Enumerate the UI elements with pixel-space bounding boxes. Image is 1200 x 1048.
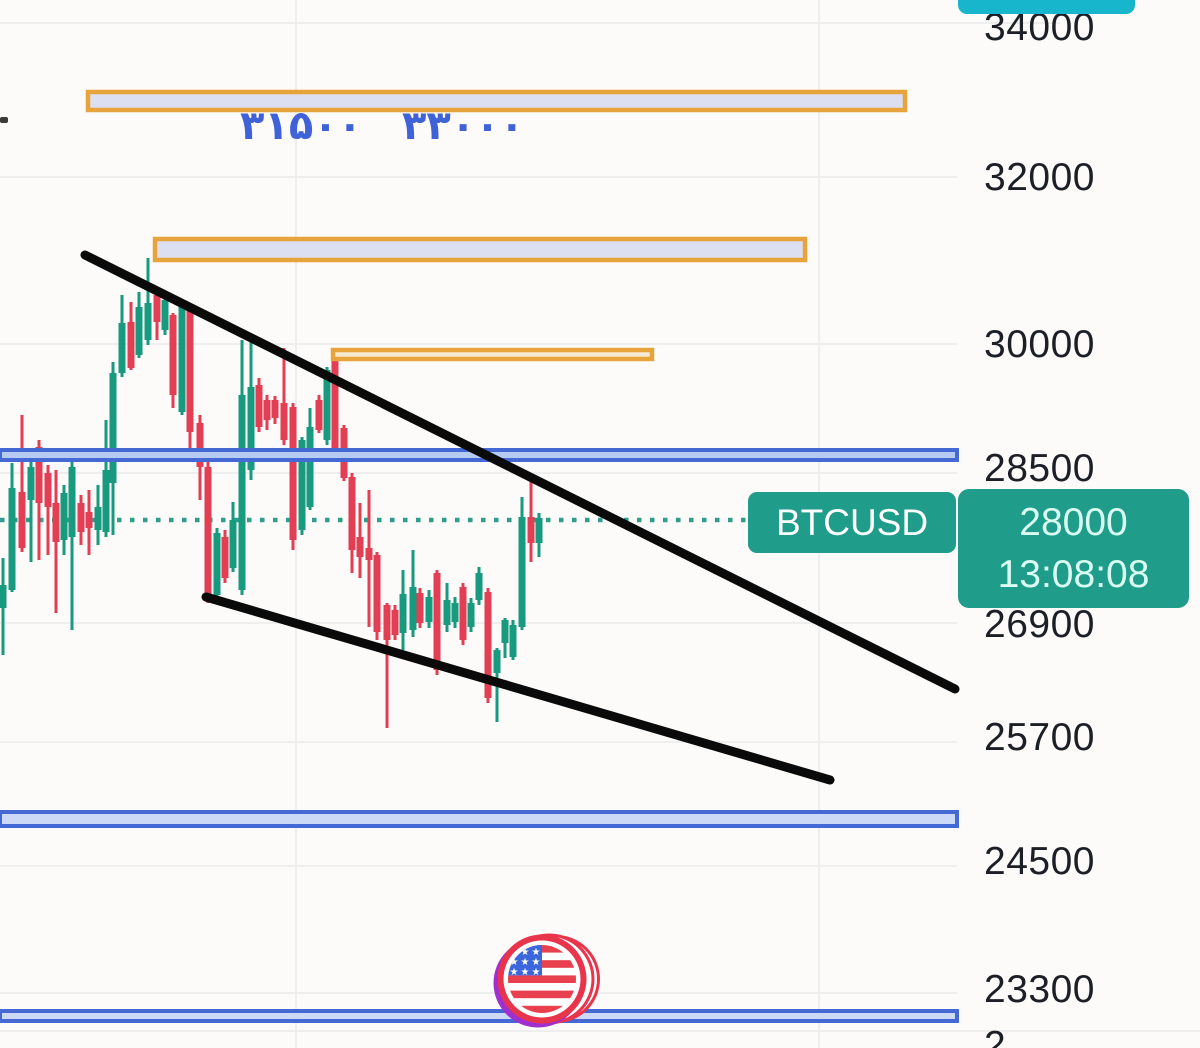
candle-body: [102, 470, 110, 532]
candle-body: [247, 387, 255, 470]
candle-body: [331, 350, 339, 457]
candle-body: [186, 308, 194, 432]
candle-wick: [385, 603, 389, 728]
candle-body: [271, 400, 279, 418]
current-price-box: 28000 13:08:08: [958, 489, 1189, 608]
candle-body: [373, 555, 381, 632]
svg-text:★: ★: [521, 947, 530, 958]
candle-body: [289, 407, 297, 540]
candle-body: [153, 295, 161, 322]
svg-text:★: ★: [532, 947, 541, 958]
candle-body: [399, 594, 407, 633]
support-band[interactable]: [0, 810, 959, 828]
trendline[interactable]: [80, 250, 960, 694]
candle-body: [493, 650, 501, 673]
candle-body: [527, 517, 535, 543]
price-levels-annotation: ۳۱۵۰۰ ۳۳۰۰۰: [240, 103, 525, 149]
candle-body: [221, 537, 229, 578]
candle-body: [280, 403, 288, 440]
candle-body: [229, 520, 237, 568]
support-band[interactable]: [0, 1009, 959, 1023]
svg-text:★: ★: [510, 967, 519, 978]
candle-body: [323, 370, 331, 440]
candle-body: [255, 385, 263, 427]
candle-body: [391, 610, 399, 635]
candle-body: [306, 427, 314, 507]
left-edge-tick: [0, 117, 8, 123]
candle-body: [144, 303, 152, 340]
candle-body: [356, 537, 364, 557]
candle-body: [459, 587, 467, 640]
us-flag: ★★★ ★★★ ★★★: [508, 945, 576, 1013]
supply-zone[interactable]: [152, 236, 808, 263]
candle-body: [443, 600, 451, 625]
candle-body: [348, 477, 356, 550]
symbol-price-tag: BTCUSD: [748, 492, 956, 553]
candle-body: [18, 492, 26, 548]
candle-body: [315, 400, 323, 430]
candle-body: [8, 488, 16, 590]
candle-body: [109, 373, 117, 483]
candle-body: [451, 603, 459, 622]
candle-body: [127, 322, 135, 368]
candle-wick: [29, 455, 33, 562]
candle-body: [135, 307, 143, 355]
candle-body: [467, 603, 475, 627]
candle-wick: [46, 465, 50, 555]
candle-body: [27, 467, 35, 500]
svg-text:★: ★: [521, 957, 530, 968]
candle-body: [518, 517, 526, 627]
candle-body: [161, 300, 169, 330]
candle-body: [298, 440, 306, 530]
candle-body: [509, 625, 517, 657]
candle-body: [52, 503, 60, 542]
supply-zone[interactable]: [330, 347, 655, 362]
candle-body: [213, 533, 221, 595]
candle-body: [118, 323, 126, 373]
candle-body: [68, 467, 76, 537]
candle-body: [0, 585, 7, 608]
candle-body: [44, 473, 52, 507]
candle-wick: [282, 348, 286, 445]
candle-body: [484, 592, 492, 698]
candle-body: [416, 593, 424, 623]
candle-body: [383, 605, 391, 640]
candle-wick: [20, 415, 24, 552]
candle-body: [501, 620, 509, 643]
candle-body: [409, 587, 417, 630]
candle-body: [365, 548, 373, 560]
candle-body: [60, 493, 68, 540]
us-flag-icon: ★★★ ★★★ ★★★: [493, 933, 600, 1028]
bar-countdown: 13:08:08: [997, 552, 1150, 596]
candle-body: [238, 395, 246, 590]
candle-body: [475, 573, 483, 600]
candle-body: [433, 573, 441, 670]
current-price: 28000: [1019, 500, 1128, 544]
candle-wick: [70, 450, 74, 630]
candle-body: [196, 423, 204, 467]
candle-body: [425, 597, 433, 622]
candle-body: [85, 512, 93, 528]
svg-text:★: ★: [521, 967, 530, 978]
candle-body: [535, 518, 543, 543]
candle-body: [178, 305, 186, 412]
candle-body: [204, 467, 212, 597]
symbol-label: BTCUSD: [775, 501, 929, 543]
candle-wick: [146, 258, 150, 345]
alert-price-badge: [958, 0, 1135, 14]
candle-body: [169, 315, 177, 395]
candle-body: [263, 400, 271, 420]
svg-text:★: ★: [510, 957, 519, 968]
svg-text:★: ★: [532, 957, 541, 968]
supply-zone[interactable]: [85, 89, 908, 113]
trendline[interactable]: [201, 592, 835, 785]
candle-body: [94, 507, 102, 530]
svg-text:★: ★: [532, 967, 541, 978]
candle-body: [77, 503, 85, 532]
candle-body: [35, 447, 43, 503]
